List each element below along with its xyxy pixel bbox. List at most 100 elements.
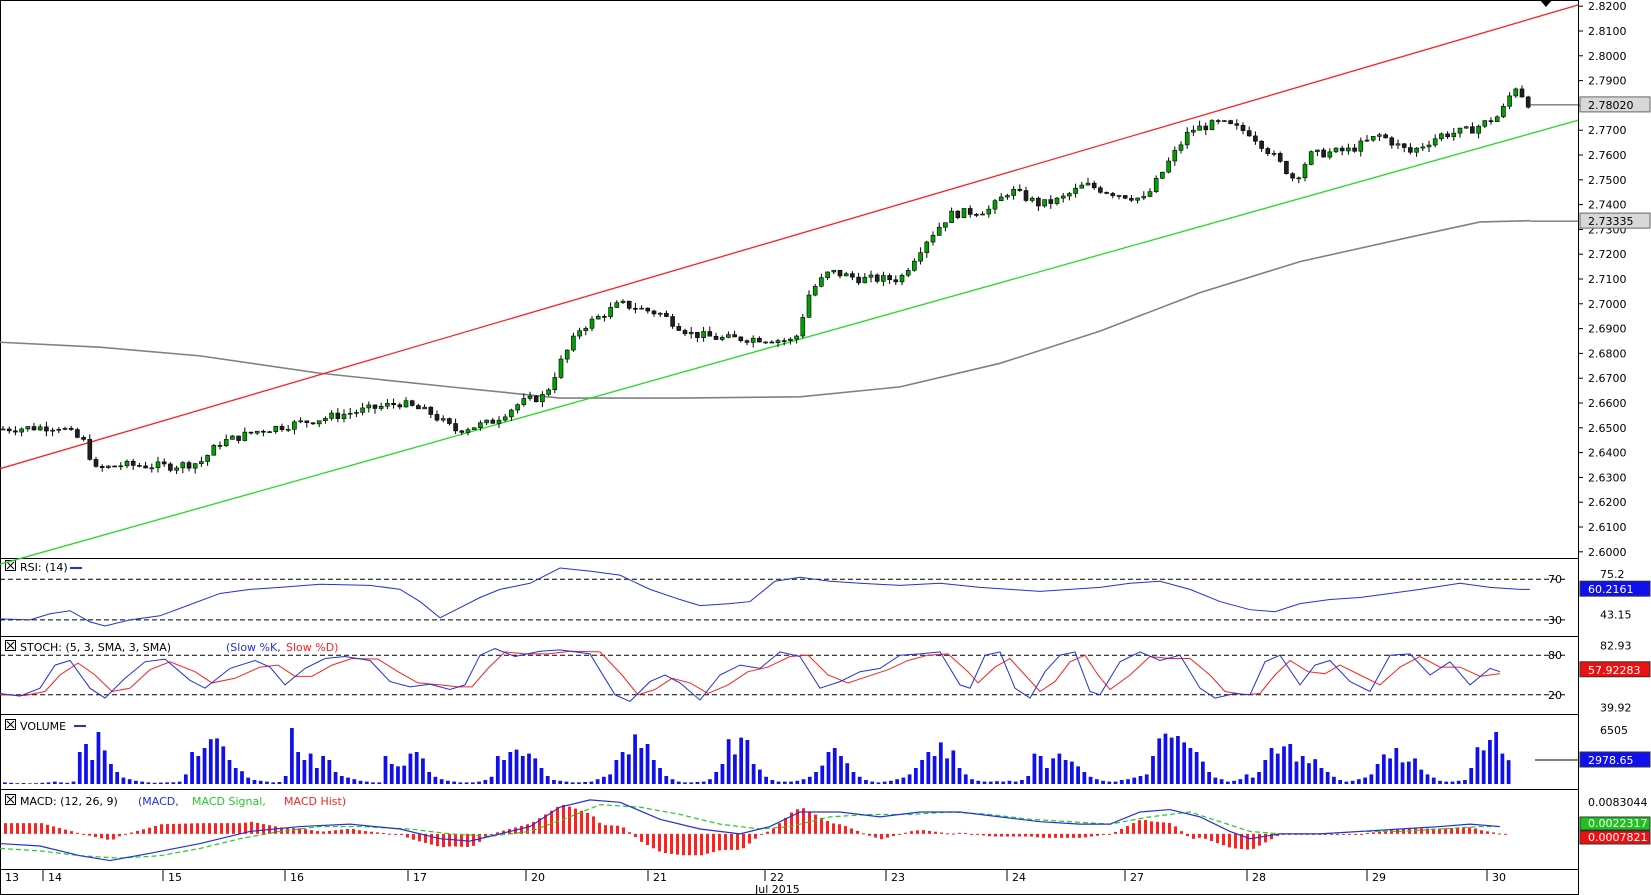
candlestick [1463,125,1469,129]
candlestick [1445,131,1450,139]
price-tick-label: 2.6000 [1588,546,1627,559]
macd-hist-bar [1378,831,1381,834]
stoch-d-line [0,650,1501,696]
volume-bar [514,749,519,784]
candlestick [980,211,985,216]
volume-bar [1269,748,1274,784]
volume-bar [1057,753,1062,784]
macd-hist-bar [1372,832,1375,834]
macd-hist-bar [1012,833,1015,837]
macd-hist-bar [1132,823,1135,834]
candlestick [1153,175,1159,194]
macd-hist-bar [550,810,553,834]
candlestick [471,427,477,431]
candlestick [44,421,49,437]
volume-bar [377,782,382,784]
macd-hist-bar [154,826,157,834]
panel-toggle-icon[interactable] [5,794,16,805]
macd-hist-bar [1060,833,1063,838]
macd-hist-bar [1204,833,1207,839]
volume-bar [1506,760,1511,784]
candlestick [56,427,62,434]
macd-hist-bar [580,810,583,834]
candlestick [1011,186,1016,200]
volume-bar [639,748,644,784]
macd-hist-bar [520,825,523,834]
candlestick [1507,92,1512,110]
price-tick-label: 2.6800 [1588,347,1627,360]
volume-bar [1288,744,1293,784]
candlestick [459,429,465,436]
macd-hist-bar [1420,828,1423,834]
volume-bar [1357,779,1361,784]
macd-hist-bar [676,833,679,855]
candlestick [118,462,124,471]
candlestick [1172,146,1178,166]
macd-hist-bar [142,829,145,834]
volume-bar [227,760,232,784]
volume-bar [3,782,7,784]
volume-bar [321,756,325,784]
macd-hist-bar [424,833,427,843]
candlestick [527,391,533,401]
volume-bar [807,776,812,784]
macd-hist-bar [274,826,277,834]
volume-bar [1113,781,1118,784]
candlestick [589,316,595,332]
candlestick [1222,120,1227,122]
candlestick [25,426,31,432]
macd-hist-bar [1426,828,1429,834]
macd-hist-bar [1462,827,1465,834]
candlestick [1017,184,1023,192]
macd-hist-bar [1192,833,1195,839]
candlestick [1339,145,1345,156]
volume-bar [814,772,818,784]
candlestick [1346,143,1351,155]
candlestick [440,415,446,423]
panel-toggle-icon[interactable] [5,560,16,571]
candlestick [428,406,434,419]
candlestick [788,337,793,345]
macd-hist-bar [1480,830,1483,834]
macd-hist-bar [544,814,547,834]
volume-bar [233,768,238,784]
candlestick [1364,135,1370,142]
candlestick [341,409,347,423]
candlestick [998,193,1004,202]
candlestick [943,222,948,232]
macd-hist-bar [982,833,985,836]
collapse-arrow-icon[interactable] [1540,0,1552,7]
panel-toggle-icon[interactable] [5,719,16,730]
candlestick [143,461,148,469]
candlestick [1401,143,1407,153]
candlestick [899,273,905,286]
candlestick [1166,157,1171,174]
macd-hist-bar [1168,822,1171,834]
candlestick [205,454,210,466]
macd-hist-bar [532,821,535,834]
volume-bar [196,756,201,784]
stoch-tick-label: 82.93 [1600,639,1632,652]
macd-hist-bar [670,833,673,854]
volume-bar [982,781,987,784]
candlestick [819,273,824,288]
candlestick [137,462,142,468]
volume-bar [277,782,282,784]
macd-hist-bar [52,826,55,834]
volume-bar [1369,774,1374,784]
volume-bar [1038,756,1043,784]
macd-hist-bar [1114,831,1117,834]
candlestick [1141,191,1147,201]
candlestick [1525,95,1531,109]
volume-bar [1194,752,1199,784]
candlestick [261,429,266,437]
candlestick [422,404,427,410]
macd-hist-bar [166,824,169,834]
volume-bar [308,753,313,784]
macd-hist-bar [1360,833,1363,835]
candlestick [806,290,812,318]
panel-toggle-icon[interactable] [5,640,16,651]
volume-bar [1250,777,1255,784]
volume-bar [402,765,407,784]
